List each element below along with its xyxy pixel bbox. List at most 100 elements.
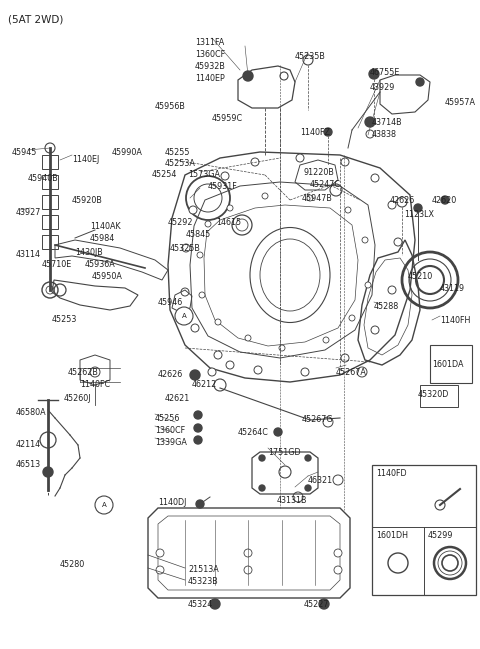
Circle shape <box>341 354 349 362</box>
Text: 42620: 42620 <box>432 196 457 205</box>
Text: 1311FA: 1311FA <box>195 38 224 47</box>
Text: 1360CF: 1360CF <box>195 50 225 59</box>
Text: 42626: 42626 <box>158 370 183 379</box>
Circle shape <box>156 549 164 557</box>
Text: 1360CF: 1360CF <box>155 426 185 435</box>
Circle shape <box>199 292 205 298</box>
Circle shape <box>296 154 304 162</box>
Text: 45957A: 45957A <box>445 98 476 107</box>
Text: 45936A: 45936A <box>85 260 116 269</box>
Text: 45984: 45984 <box>90 234 115 243</box>
Circle shape <box>394 238 402 246</box>
Circle shape <box>191 324 199 332</box>
Circle shape <box>365 117 375 127</box>
Text: 45940B: 45940B <box>28 174 59 183</box>
Text: 46321: 46321 <box>308 476 333 485</box>
Circle shape <box>243 71 253 81</box>
Text: 45260J: 45260J <box>64 394 92 403</box>
Circle shape <box>196 500 204 508</box>
Text: 45845: 45845 <box>186 230 211 239</box>
Text: 46580A: 46580A <box>16 408 47 417</box>
Text: 45256: 45256 <box>155 414 180 423</box>
Text: 45264C: 45264C <box>238 428 269 437</box>
Circle shape <box>181 288 189 296</box>
Text: 46212: 46212 <box>192 380 217 389</box>
Text: 91220B: 91220B <box>303 168 334 177</box>
Text: 1140AK: 1140AK <box>90 222 120 231</box>
Circle shape <box>156 566 164 574</box>
Text: 21513A: 21513A <box>188 565 219 574</box>
Text: 45267A: 45267A <box>336 368 367 377</box>
Circle shape <box>215 319 221 325</box>
Circle shape <box>190 370 200 380</box>
Circle shape <box>194 436 202 444</box>
Text: 45931F: 45931F <box>208 182 238 191</box>
Circle shape <box>254 366 262 374</box>
Text: 45950A: 45950A <box>92 272 123 281</box>
Circle shape <box>259 485 265 491</box>
Circle shape <box>197 252 203 258</box>
Text: 43119: 43119 <box>440 284 465 293</box>
Bar <box>42 155 58 169</box>
Text: 45210: 45210 <box>408 272 433 281</box>
Text: 45323B: 45323B <box>188 577 219 586</box>
Text: 1751GD: 1751GD <box>268 448 300 457</box>
Bar <box>372 465 476 595</box>
Text: 45227: 45227 <box>304 600 329 609</box>
Circle shape <box>175 307 193 325</box>
Circle shape <box>214 351 222 359</box>
Text: 46755E: 46755E <box>370 68 400 77</box>
Circle shape <box>262 193 268 199</box>
Text: 42626: 42626 <box>390 196 415 205</box>
Circle shape <box>334 566 342 574</box>
Text: 45254: 45254 <box>152 170 178 179</box>
Text: 1140EP: 1140EP <box>195 74 225 83</box>
Circle shape <box>345 207 351 213</box>
Text: 1140FD: 1140FD <box>376 469 407 478</box>
Text: 45947B: 45947B <box>302 194 333 203</box>
Text: 42621: 42621 <box>165 394 190 403</box>
Circle shape <box>371 326 379 334</box>
Bar <box>42 235 58 249</box>
Circle shape <box>251 158 259 166</box>
Text: 45324: 45324 <box>188 600 213 609</box>
Text: 1140DJ: 1140DJ <box>158 498 186 507</box>
Circle shape <box>194 411 202 419</box>
Circle shape <box>244 566 252 574</box>
Text: 43929: 43929 <box>370 83 396 92</box>
Text: 43114: 43114 <box>16 250 41 259</box>
Circle shape <box>274 428 282 436</box>
Circle shape <box>323 337 329 343</box>
Circle shape <box>441 196 449 204</box>
Circle shape <box>205 221 211 227</box>
Text: 45946: 45946 <box>158 298 183 307</box>
Text: (5AT 2WD): (5AT 2WD) <box>8 14 63 24</box>
Circle shape <box>369 69 379 79</box>
Circle shape <box>182 244 190 252</box>
Circle shape <box>227 205 233 211</box>
Circle shape <box>414 204 422 212</box>
Circle shape <box>301 368 309 376</box>
Circle shape <box>307 195 313 201</box>
Circle shape <box>210 599 220 609</box>
Text: 45235B: 45235B <box>295 52 326 61</box>
Circle shape <box>208 368 216 376</box>
Circle shape <box>365 282 371 288</box>
Circle shape <box>388 201 396 209</box>
Circle shape <box>245 335 251 341</box>
Circle shape <box>341 158 349 166</box>
Circle shape <box>259 455 265 461</box>
Text: 45262B: 45262B <box>68 368 99 377</box>
Text: 1601DA: 1601DA <box>432 360 464 369</box>
Text: 45247C: 45247C <box>310 180 341 189</box>
Text: 45292: 45292 <box>168 218 193 227</box>
Circle shape <box>305 455 311 461</box>
Text: 45253: 45253 <box>52 315 77 324</box>
Text: 1140FC: 1140FC <box>80 380 110 389</box>
Text: 45325B: 45325B <box>170 244 201 253</box>
Circle shape <box>349 315 355 321</box>
Circle shape <box>221 172 229 180</box>
Text: 1123LX: 1123LX <box>404 210 434 219</box>
Circle shape <box>334 549 342 557</box>
Bar <box>420 385 458 407</box>
